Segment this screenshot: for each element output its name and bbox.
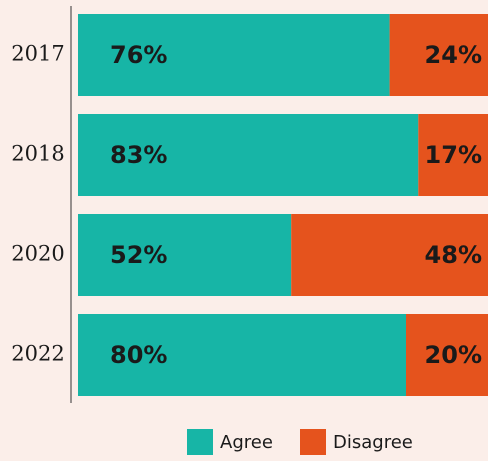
value-label: 17% (425, 141, 482, 169)
category-label: 2020 (11, 242, 64, 266)
legend-label: Agree (220, 432, 273, 453)
category-label: 2017 (11, 42, 64, 66)
category-label: 2018 (11, 142, 64, 166)
value-label: 48% (425, 241, 482, 269)
value-label: 52% (110, 241, 167, 269)
bar-segment (78, 314, 406, 396)
value-label: 20% (425, 341, 482, 369)
bar-segment (78, 114, 419, 196)
bar-segment (389, 14, 488, 96)
category-label: 2022 (11, 342, 64, 366)
value-label: 24% (425, 41, 482, 69)
bar-segment (78, 214, 292, 296)
legend-swatch (300, 429, 326, 455)
value-label: 76% (110, 41, 167, 69)
legend-swatch (187, 429, 213, 455)
bar-segment (291, 214, 488, 296)
legend-label: Disagree (333, 432, 413, 453)
value-label: 80% (110, 341, 167, 369)
bar-segment (418, 114, 488, 196)
bar-segment (406, 314, 488, 396)
bar-segment (78, 14, 390, 96)
value-label: 83% (110, 141, 167, 169)
